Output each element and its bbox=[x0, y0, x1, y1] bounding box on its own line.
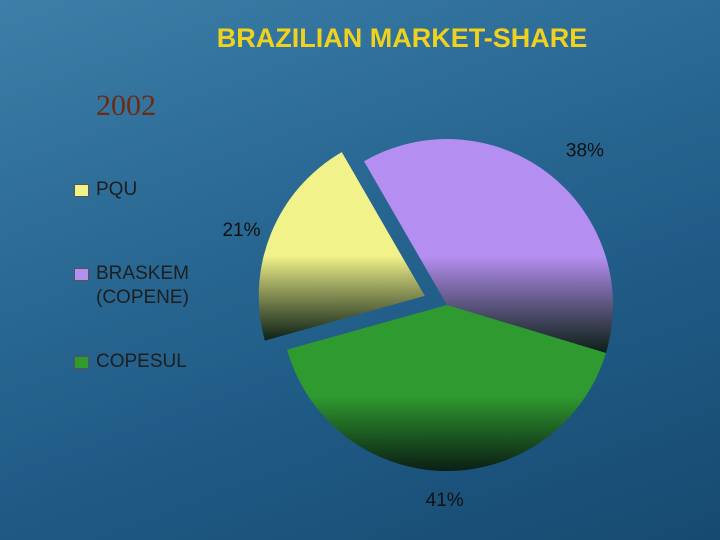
legend-label: PQU bbox=[96, 179, 138, 200]
data-label: 38% bbox=[566, 140, 604, 161]
chart-title: BRAZILIAN MARKET-SHARE bbox=[217, 23, 588, 53]
pie-slice bbox=[287, 305, 606, 471]
legend-swatch bbox=[74, 268, 89, 281]
data-label: 21% bbox=[222, 220, 260, 241]
legend-label: COPESUL bbox=[96, 351, 187, 372]
legend-entry: BRASKEM (COPENE) bbox=[74, 262, 224, 310]
data-label: 41% bbox=[426, 490, 464, 511]
legend-label: BRASKEM (COPENE) bbox=[96, 263, 189, 308]
legend-entry: PQU bbox=[74, 178, 224, 202]
legend-swatch bbox=[74, 356, 89, 369]
legend-entry: COPESUL bbox=[74, 350, 224, 374]
chart-subtitle: 2002 bbox=[96, 89, 156, 122]
pie-slice bbox=[364, 139, 613, 353]
legend-swatch bbox=[74, 184, 89, 197]
pie-slice bbox=[258, 152, 425, 341]
